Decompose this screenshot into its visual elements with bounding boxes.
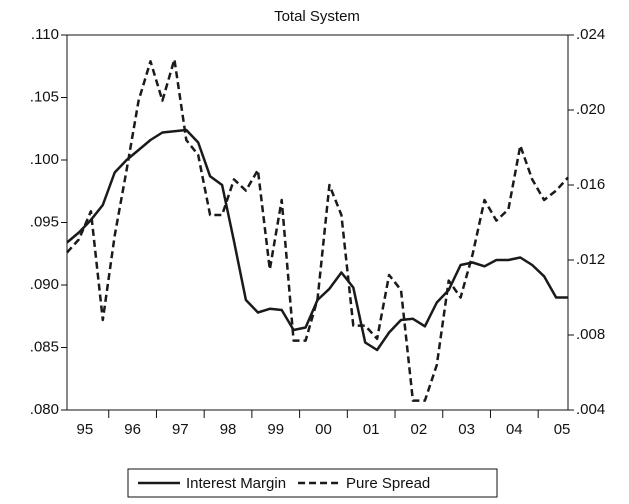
x-tick-label: 96 (124, 421, 141, 438)
x-tick-label: 03 (458, 421, 475, 438)
x-tick-label: 95 (77, 421, 94, 438)
legend-label: Interest Margin (186, 475, 286, 492)
y2-tick-label: .020 (576, 101, 605, 118)
y2-tick-label: .004 (576, 401, 605, 418)
series-line (66, 58, 569, 402)
y2-tick-label: .012 (576, 251, 605, 268)
chart-title: Total System (274, 8, 360, 25)
x-tick-label: 97 (172, 421, 189, 438)
y-tick-label: .090 (30, 276, 59, 293)
y-tick-label: .100 (30, 151, 59, 168)
y-tick-label: .080 (30, 401, 59, 418)
y2-tick-label: .008 (576, 326, 605, 343)
y-tick-label: .110 (31, 26, 59, 43)
x-tick-label: 02 (411, 421, 428, 438)
x-tick-label: 99 (267, 421, 284, 438)
y2-tick-label: .024 (576, 26, 605, 43)
x-tick-label: 98 (220, 421, 237, 438)
y2-tick-label: .016 (576, 176, 605, 193)
x-tick-label: 04 (506, 421, 523, 438)
series-line (66, 128, 568, 352)
y-tick-label: .095 (30, 213, 59, 230)
x-tick-label: 01 (363, 421, 380, 438)
x-tick-label: 00 (315, 421, 332, 438)
legend-label: Pure Spread (346, 475, 430, 492)
y-tick-label: .085 (30, 338, 59, 355)
x-tick-label: 05 (554, 421, 571, 438)
y-tick-label: .105 (30, 88, 59, 105)
